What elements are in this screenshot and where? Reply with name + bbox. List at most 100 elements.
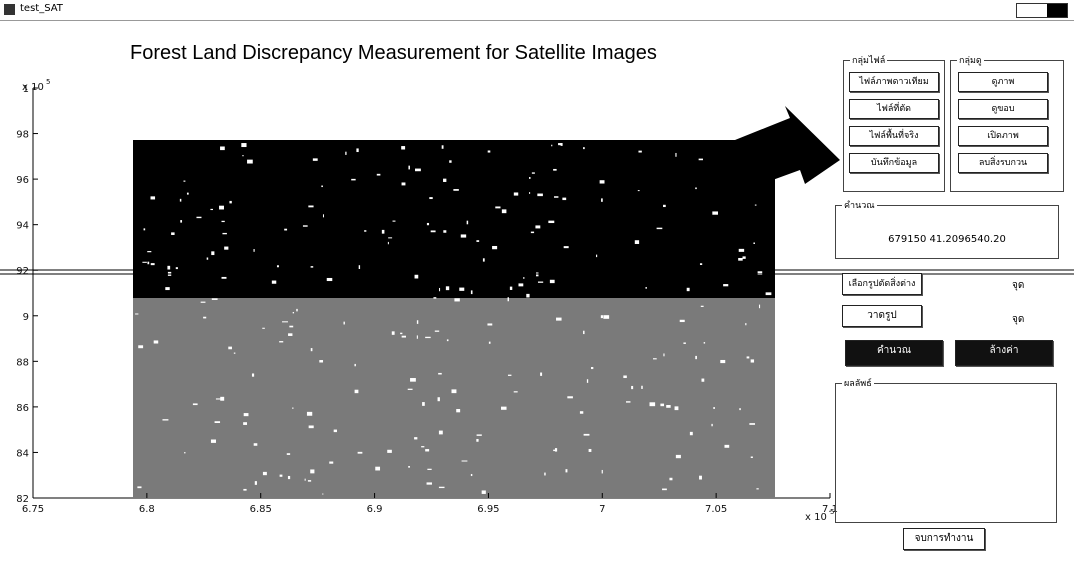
button[interactable]: ลบสิ่งรบกวน xyxy=(958,153,1048,173)
speck xyxy=(488,150,491,152)
button[interactable]: บันทึกข้อมูล xyxy=(849,153,939,173)
speck xyxy=(565,469,567,472)
speck xyxy=(408,166,410,170)
speck xyxy=(447,339,449,341)
speck xyxy=(280,475,283,477)
button[interactable]: ไฟล์พื้นที่จริง xyxy=(849,126,939,146)
x-tick-label: 6.85 xyxy=(250,504,272,515)
speck xyxy=(514,192,518,195)
speck xyxy=(749,423,755,425)
panel-title: คำนวณ xyxy=(842,198,877,212)
clear-button[interactable]: ล้างค่า xyxy=(955,340,1053,366)
speck xyxy=(663,353,664,356)
speck xyxy=(180,199,181,202)
speck xyxy=(183,181,185,182)
button[interactable]: ไฟล์ที่ตัด xyxy=(849,99,939,119)
button[interactable]: ดูภาพ xyxy=(958,72,1048,92)
speck xyxy=(720,360,725,363)
speck xyxy=(243,489,246,491)
speck xyxy=(583,331,584,334)
x-tick-label: 7 xyxy=(599,504,605,515)
speck xyxy=(356,148,358,152)
speck xyxy=(176,267,178,269)
speck xyxy=(739,249,744,252)
speck xyxy=(364,230,366,231)
speck xyxy=(701,306,704,307)
exit-button[interactable]: จบการทำงาน xyxy=(903,528,985,550)
speck xyxy=(713,407,715,409)
speck xyxy=(623,375,626,378)
draw-unit: จุด xyxy=(1012,312,1024,327)
speck xyxy=(388,242,389,244)
speck xyxy=(556,318,562,321)
button[interactable]: ไฟล์ภาพดาวเทียม xyxy=(849,72,939,92)
speck xyxy=(392,331,395,334)
speck xyxy=(293,312,294,313)
speck xyxy=(438,397,440,401)
speck xyxy=(303,225,308,226)
speck xyxy=(322,494,323,495)
speck xyxy=(529,177,530,179)
speck xyxy=(393,221,396,222)
speck xyxy=(745,323,746,325)
speck xyxy=(417,335,418,338)
button[interactable]: ดูขอบ xyxy=(958,99,1048,119)
speck xyxy=(711,424,712,426)
calc-button[interactable]: คำนวณ xyxy=(845,340,943,366)
speck xyxy=(638,190,640,191)
speck xyxy=(427,223,429,225)
speck xyxy=(229,201,231,203)
speck xyxy=(211,439,216,442)
speck xyxy=(243,422,247,425)
speck xyxy=(241,143,246,147)
speck xyxy=(535,225,540,228)
speck xyxy=(425,449,429,451)
speck xyxy=(548,221,554,223)
speck xyxy=(476,439,478,442)
speck xyxy=(439,431,443,435)
speck xyxy=(602,470,603,473)
speck xyxy=(461,234,466,237)
speck xyxy=(427,482,432,484)
speck xyxy=(212,298,218,300)
speck xyxy=(144,228,146,230)
speck xyxy=(193,403,198,405)
speck xyxy=(142,262,146,263)
speck xyxy=(555,448,557,451)
speck xyxy=(296,309,297,311)
speck xyxy=(483,258,485,261)
speck xyxy=(510,287,512,290)
draw-button[interactable]: วาดรูป xyxy=(842,305,922,327)
speck xyxy=(242,155,243,156)
speck xyxy=(184,452,185,453)
select-button[interactable]: เลือกรูปตัดสิ่งต่าง xyxy=(842,273,922,295)
speck xyxy=(427,469,431,470)
speck xyxy=(228,347,232,350)
button[interactable]: เปิดภาพ xyxy=(958,126,1048,146)
x-tick-label: 6.75 xyxy=(22,504,44,515)
speck xyxy=(650,402,656,406)
speck xyxy=(254,443,258,446)
speck xyxy=(759,305,760,309)
speck xyxy=(439,288,440,291)
speck xyxy=(388,237,392,238)
speck xyxy=(631,386,633,389)
speck xyxy=(138,345,143,348)
y-tick-label: 96 xyxy=(16,175,29,186)
speck xyxy=(751,359,754,362)
speck xyxy=(587,379,588,383)
speck xyxy=(666,405,670,408)
speck xyxy=(147,262,149,265)
speck xyxy=(167,266,170,270)
speck xyxy=(203,317,206,319)
speck xyxy=(554,196,558,198)
speck xyxy=(589,449,592,452)
speck xyxy=(211,251,214,255)
speck xyxy=(467,221,469,225)
speck xyxy=(180,220,182,223)
speck xyxy=(422,402,425,406)
speck xyxy=(387,450,392,453)
speck xyxy=(323,214,324,217)
speck xyxy=(663,205,666,207)
speck xyxy=(311,266,314,267)
